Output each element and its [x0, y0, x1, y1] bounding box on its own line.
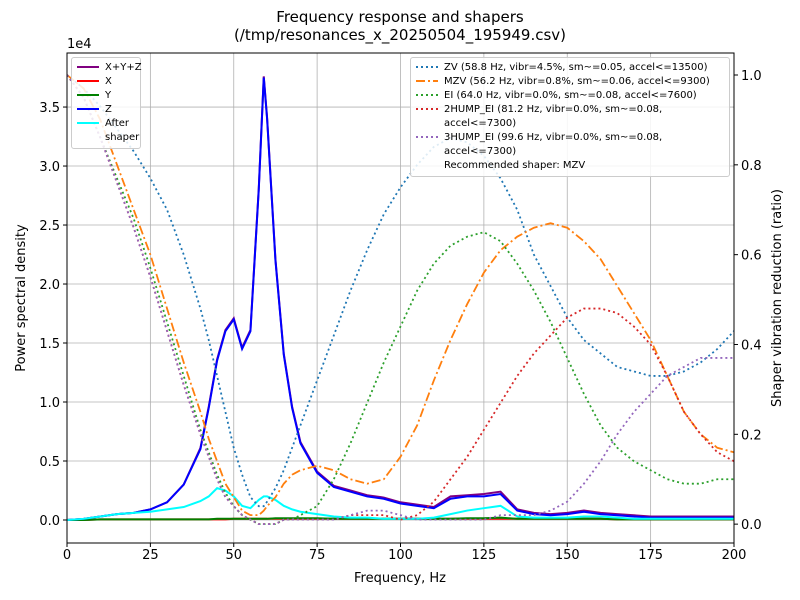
x-tick-label: 0	[63, 548, 71, 563]
legend-entry: After shaper	[77, 117, 139, 145]
series-line	[67, 74, 734, 526]
y-tick-label: 2.5	[39, 219, 60, 234]
legend-entry: X	[77, 75, 135, 89]
legend-entry: 2HUMP_EI (81.2 Hz, vibr=0.0%, sm~=0.08, …	[416, 103, 724, 131]
y-offset-label: 1e4	[67, 37, 92, 52]
legend-label: ZV (58.8 Hz, vibr=4.5%, sm~=0.05, accel<…	[444, 62, 708, 73]
series-line	[67, 516, 734, 521]
legend-swatch	[77, 108, 99, 110]
legend-label: After shaper	[105, 118, 140, 143]
chart-subtitle: (/tmp/resonances_x_20250504_195949.csv)	[234, 26, 566, 45]
legend-swatch	[416, 136, 438, 138]
x-tick-label: 200	[722, 548, 747, 563]
legend-swatch	[77, 80, 99, 82]
legend-note: Recommended shaper: MZV	[444, 160, 586, 171]
legend-swatch	[416, 66, 438, 68]
y2-tick-label: 0.2	[741, 428, 762, 443]
legend-entry: 3HUMP_EI (99.6 Hz, vibr=0.0%, sm~=0.08, …	[416, 131, 724, 159]
series-line	[67, 74, 734, 517]
x-tick-label: 25	[142, 548, 159, 563]
x-tick-label: 150	[555, 548, 580, 563]
y-tick-label: 1.5	[39, 337, 60, 352]
y2-tick-label: 0.6	[741, 249, 762, 264]
legend-label: Z	[105, 104, 112, 115]
x-tick-label: 125	[471, 548, 496, 563]
legend-label: X+Y+Z	[105, 62, 142, 73]
legend-entry: MZV (56.2 Hz, vibr=0.8%, sm~=0.06, accel…	[416, 75, 724, 89]
y-tick-label: 0.0	[39, 514, 60, 529]
y-tick-label: 3.0	[39, 160, 60, 175]
chart-title: Frequency response and shapers	[276, 8, 524, 26]
legend-label: 3HUMP_EI (99.6 Hz, vibr=0.0%, sm~=0.08, …	[444, 132, 663, 157]
x-tick-label: 100	[388, 548, 413, 563]
legend-label: MZV (56.2 Hz, vibr=0.8%, sm~=0.06, accel…	[444, 76, 710, 87]
legend-swatch	[77, 94, 99, 96]
series-line	[67, 74, 734, 508]
y2-tick-label: 0.0	[741, 518, 762, 533]
legend-swatch	[416, 94, 438, 96]
legend-label: EI (64.0 Hz, vibr=0.0%, sm~=0.08, accel<…	[444, 90, 697, 101]
y-tick-label: 1.0	[39, 396, 60, 411]
y2-tick-label: 1.0	[741, 69, 762, 84]
legend-entry: Z	[77, 103, 135, 117]
y-axis-label: Power spectral density	[14, 224, 29, 372]
y2-tick-label: 0.8	[741, 159, 762, 174]
legend-label: 2HUMP_EI (81.2 Hz, vibr=0.0%, sm~=0.08, …	[444, 104, 663, 129]
x-axis-label: Frequency, Hz	[354, 571, 446, 586]
legend-shapers: ZV (58.8 Hz, vibr=4.5%, sm~=0.05, accel<…	[410, 57, 730, 177]
legend-psd: X+Y+Z X Y Z After shaper	[71, 57, 142, 149]
x-tick-label: 175	[638, 548, 663, 563]
x-tick-label: 50	[225, 548, 242, 563]
legend-swatch	[77, 122, 99, 124]
y2-axis-label: Shaper vibration reduction (ratio)	[770, 189, 785, 407]
x-tick-label: 75	[309, 548, 326, 563]
legend-label: X	[105, 76, 112, 87]
legend-entry: Y	[77, 89, 135, 103]
series-line	[67, 74, 734, 526]
plot-frame	[66, 52, 735, 544]
y-tick-label: 0.5	[39, 455, 60, 470]
legend-entry: X+Y+Z	[77, 61, 142, 75]
y-tick-label: 3.5	[39, 101, 60, 116]
series-line	[67, 77, 734, 521]
legend-label: Y	[105, 90, 112, 101]
y-tick-label: 2.0	[39, 278, 60, 293]
legend-swatch	[77, 66, 99, 68]
legend-entry: ZV (58.8 Hz, vibr=4.5%, sm~=0.05, accel<…	[416, 61, 724, 75]
legend-entry: EI (64.0 Hz, vibr=0.0%, sm~=0.08, accel<…	[416, 89, 724, 103]
legend-swatch	[416, 80, 438, 82]
legend-swatch	[416, 108, 438, 110]
y2-tick-label: 0.4	[741, 338, 762, 353]
